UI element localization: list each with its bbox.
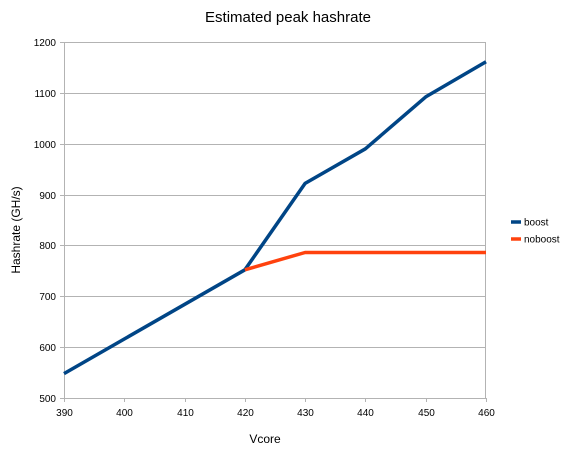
y-tick-label: 1100 (34, 89, 56, 100)
y-tick-label: 900 (39, 191, 56, 202)
chart-title: Estimated peak hashrate (205, 9, 371, 26)
x-tick-label: 420 (237, 408, 254, 419)
legend-label-noboost: noboost (524, 235, 560, 246)
x-axis-title: Vcore (249, 432, 281, 446)
plot-area-border (64, 42, 486, 399)
y-tick-label: 600 (39, 343, 56, 354)
series-lines (63, 60, 487, 376)
series-line-noboost (244, 250, 486, 272)
y-tick-label: 700 (39, 292, 56, 303)
x-tick-label: 460 (478, 408, 495, 419)
x-tick-label: 440 (357, 408, 374, 419)
y-axis-title: Hashrate (GH/s) (9, 186, 23, 273)
y-tick-label: 800 (39, 241, 56, 252)
y-tick-label: 500 (39, 394, 56, 405)
axes (64, 42, 487, 402)
legend: boost noboost (511, 218, 560, 246)
x-tick-label: 410 (177, 408, 194, 419)
tick-labels: 500 600 700 800 900 1000 1100 1200 390 400 410 420 4… (34, 38, 496, 419)
series-line-boost (63, 60, 487, 376)
gridlines (60, 42, 486, 399)
x-tick-label: 430 (297, 408, 314, 419)
y-tick-label: 1200 (34, 38, 57, 49)
x-tick-label: 450 (418, 408, 435, 419)
x-tick-label: 400 (116, 408, 133, 419)
x-tick-label: 390 (56, 408, 73, 419)
y-tick-label: 1000 (34, 140, 57, 151)
legend-label-boost: boost (524, 218, 549, 229)
